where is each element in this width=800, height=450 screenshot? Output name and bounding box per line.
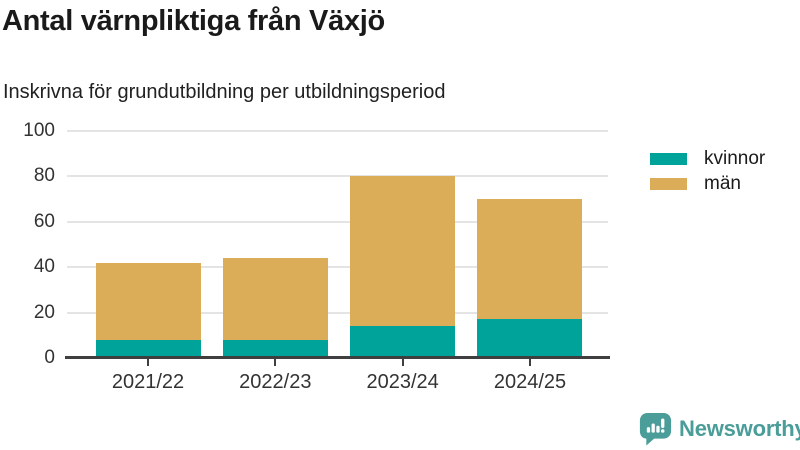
brand-name: Newsworthy [679, 416, 800, 441]
x-axis-label: 2021/22 [111, 371, 185, 393]
legend-swatch-kvinnor [650, 152, 687, 165]
x-axis-label: 2024/25 [493, 371, 567, 393]
bar-2021/22 [95, 262, 201, 358]
gridline [67, 311, 608, 314]
bar-segment-kvinnor [95, 339, 201, 358]
bar-segment-män [222, 258, 328, 340]
y-axis-tick-label: 40 [33, 256, 55, 278]
legend-label: kvinnor [704, 147, 766, 169]
y-axis-tick-label: 0 [44, 347, 55, 368]
x-axis-label: 2022/23 [239, 371, 312, 393]
bar-2022/23 [222, 258, 328, 358]
gridline [67, 266, 608, 269]
legend-label: män [704, 172, 741, 194]
newsworthy-logo-icon [639, 412, 672, 446]
bar-2023/24 [350, 176, 456, 358]
bar-segment-kvinnor [222, 339, 328, 358]
x-axis-label: 2023/24 [366, 371, 439, 393]
gridline [67, 130, 608, 132]
legend-item-kvinnor: kvinnor [650, 146, 765, 171]
bar-segment-män [477, 199, 583, 320]
x-axis-line [65, 356, 610, 359]
x-axis-tick [401, 358, 404, 366]
y-axis-tick-label: 20 [33, 301, 55, 323]
brand-logo: Newsworthy [639, 412, 800, 446]
chart-title: Antal värnpliktiga från Växjö [2, 5, 385, 37]
legend-swatch-män [650, 177, 687, 190]
x-axis-tick [274, 358, 277, 366]
bar-segment-kvinnor [477, 319, 583, 358]
y-axis-tick-label: 100 [23, 120, 55, 141]
x-axis-tick [528, 358, 531, 366]
legend-item-män: män [650, 171, 765, 196]
y-axis-tick-label: 60 [33, 210, 55, 232]
gridline [67, 220, 608, 223]
x-axis-tick [147, 358, 149, 366]
legend: kvinnor män [650, 146, 765, 196]
bar-segment-män [350, 176, 456, 327]
chart-subtitle: Inskrivna för grundutbildning per utbild… [3, 81, 446, 103]
bar-2024/25 [477, 199, 583, 358]
gridline [67, 175, 608, 178]
bar-segment-kvinnor [350, 326, 456, 358]
y-axis-tick-label: 80 [33, 165, 55, 187]
plot-area: 0 20 40 60 80 100 2021/22 2022/23 2023/24 2024/2… [23, 120, 610, 393]
bar-segment-män [95, 262, 201, 340]
